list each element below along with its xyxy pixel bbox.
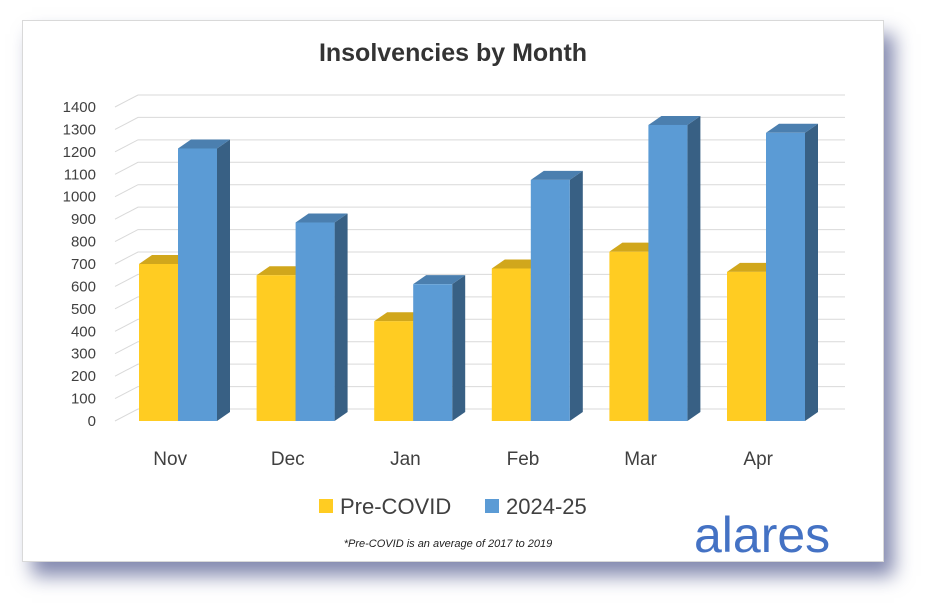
- gridline: [114, 161, 845, 175]
- bar-front: [530, 179, 570, 421]
- y-tick-label: 100: [71, 391, 96, 408]
- x-tick-jan: Jan: [390, 449, 421, 470]
- alares-logo: alares: [694, 507, 830, 563]
- y-tick-label: 0: [88, 413, 96, 430]
- y-tick-label: 1100: [64, 166, 96, 183]
- y-tick-label: 1300: [63, 121, 96, 138]
- bar-front: [295, 222, 335, 421]
- bar-front: [766, 132, 805, 422]
- x-tick-feb: Feb: [507, 449, 540, 470]
- y-tick-label: 700: [71, 256, 96, 273]
- bar-front: [609, 251, 649, 421]
- chart-title: Insolvencies by Month: [319, 39, 587, 67]
- bar-front: [491, 268, 531, 421]
- footnote: *Pre-COVID is an average of 2017 to 2019: [344, 538, 553, 550]
- bar-side: [687, 115, 701, 421]
- gridline: [114, 116, 845, 130]
- bar-top: [530, 170, 583, 180]
- bar-2024-25-mar: [648, 115, 701, 421]
- legend-swatch-pre-covid: [319, 499, 333, 513]
- gridline: [114, 341, 845, 355]
- gridline: [114, 363, 845, 377]
- x-tick-apr: Apr: [743, 449, 773, 470]
- gridline: [114, 184, 845, 198]
- bar-2024-25-apr: [766, 123, 818, 422]
- legend-label-pre-covid: Pre-COVID: [340, 494, 451, 519]
- bar-side: [452, 275, 466, 421]
- x-tick-mar: Mar: [624, 449, 657, 470]
- gridline: [114, 229, 845, 243]
- y-tick-label: 500: [71, 301, 96, 318]
- bar-side: [217, 139, 230, 421]
- bar-top: [295, 213, 348, 223]
- x-tick-nov: Nov: [153, 449, 187, 470]
- y-tick-label: 900: [71, 211, 96, 228]
- bar-top: [766, 123, 818, 133]
- gridline: [114, 386, 845, 400]
- bar-front: [139, 264, 178, 421]
- legend: Pre-COVID 2024-25: [319, 494, 587, 519]
- bar-2024-25-feb: [530, 170, 583, 421]
- bar-front: [727, 271, 766, 421]
- bar-front: [178, 148, 217, 421]
- y-tick-label: 300: [71, 346, 96, 363]
- gridline: [114, 139, 845, 153]
- y-tick-label: 1000: [63, 189, 96, 206]
- bar-side: [569, 170, 583, 421]
- bar-front: [413, 284, 453, 421]
- bar-top: [648, 115, 701, 125]
- gridline: [114, 273, 845, 287]
- gridline: [114, 408, 845, 422]
- y-tick-label: 800: [71, 234, 96, 251]
- y-tick-label: 1400: [63, 99, 96, 116]
- gridline: [114, 206, 845, 220]
- y-tick-label: 600: [71, 278, 96, 295]
- bar-front: [648, 124, 688, 421]
- bar-2024-25-nov: [178, 139, 230, 421]
- legend-swatch-2024-25: [485, 499, 499, 513]
- y-tick-label: 1200: [63, 144, 96, 161]
- bar-side: [805, 123, 818, 422]
- gridline: [114, 296, 845, 310]
- gridline: [114, 251, 845, 265]
- bar-2024-25-dec: [295, 213, 348, 421]
- legend-label-2024-25: 2024-25: [506, 494, 587, 519]
- y-tick-label: 400: [71, 323, 96, 340]
- y-axis-ticks: 0 100 200 300 400 500 600 700 800 900 1000 1100 1200…: [63, 99, 96, 430]
- x-tick-dec: Dec: [271, 449, 305, 470]
- y-tick-label: 200: [71, 368, 96, 385]
- gridline: [114, 94, 845, 108]
- bar-front: [374, 321, 414, 421]
- bar-top: [413, 275, 466, 285]
- gridline: [114, 318, 845, 332]
- bar-front: [256, 275, 296, 421]
- bar-side: [334, 213, 348, 421]
- bar-top: [178, 139, 230, 149]
- x-axis-ticks: Nov Dec Jan Feb Mar Apr: [153, 449, 773, 470]
- gridlines: [114, 94, 845, 422]
- bars: [139, 115, 818, 422]
- bar-2024-25-jan: [413, 275, 466, 421]
